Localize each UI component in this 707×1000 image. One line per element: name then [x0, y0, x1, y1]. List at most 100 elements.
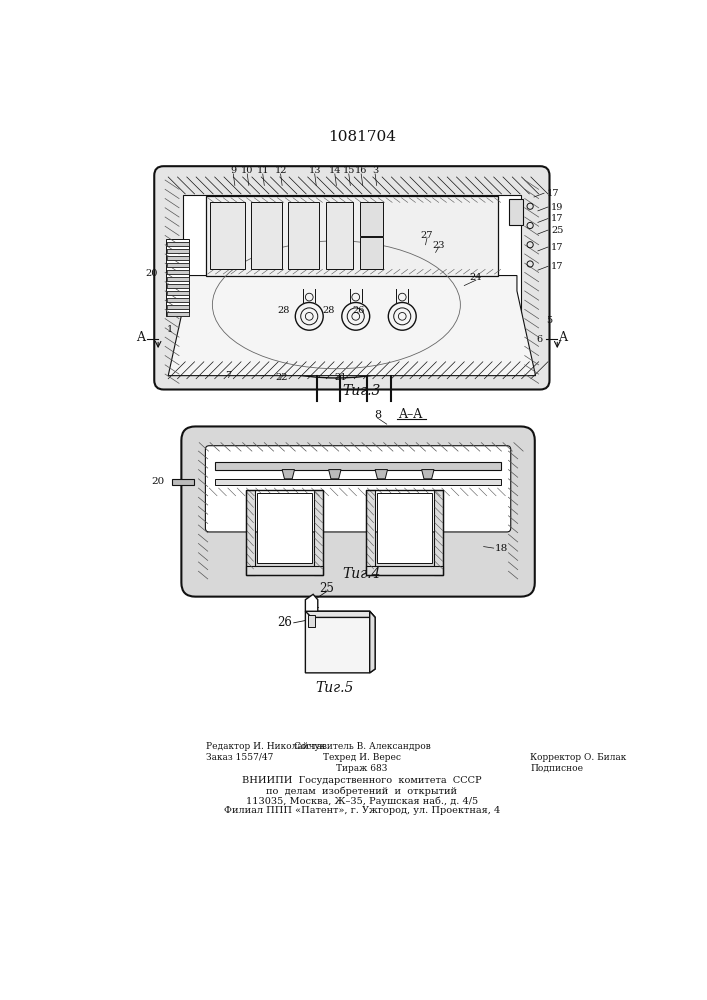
- Bar: [168, 312, 189, 316]
- Bar: [246, 490, 255, 575]
- Text: ВНИИПИ  Государственного  комитета  СССР: ВНИИПИ Государственного комитета СССР: [242, 776, 481, 785]
- Text: A: A: [136, 331, 146, 344]
- Text: A: A: [558, 331, 567, 344]
- Bar: [360, 237, 383, 269]
- Ellipse shape: [201, 232, 472, 378]
- Bar: [168, 256, 189, 260]
- Text: 15: 15: [343, 166, 355, 175]
- Bar: [168, 305, 189, 309]
- Text: 27: 27: [421, 231, 433, 240]
- Bar: [251, 202, 282, 269]
- Text: 17: 17: [551, 262, 563, 271]
- Text: по  делам  изобретений  и  открытий: по делам изобретений и открытий: [267, 786, 457, 796]
- Text: 22: 22: [276, 373, 288, 382]
- Text: 28: 28: [322, 306, 335, 315]
- Text: 23: 23: [433, 241, 445, 250]
- Polygon shape: [421, 470, 434, 479]
- Text: 17: 17: [547, 189, 560, 198]
- Text: Тираж 683: Тираж 683: [337, 764, 387, 773]
- Text: 113035, Москва, Ж–35, Раушская наб., д. 4/5: 113035, Москва, Ж–35, Раушская наб., д. …: [246, 796, 478, 806]
- Text: Составитель В. Александров: Составитель В. Александров: [293, 742, 431, 751]
- Bar: [210, 202, 245, 269]
- Bar: [215, 479, 501, 485]
- Text: 10: 10: [241, 166, 253, 175]
- Text: 17: 17: [551, 243, 563, 252]
- Text: 9: 9: [230, 166, 236, 175]
- Text: 7: 7: [225, 371, 231, 380]
- FancyBboxPatch shape: [206, 446, 510, 532]
- Text: 25: 25: [551, 226, 563, 235]
- Bar: [509, 199, 523, 225]
- Bar: [206, 196, 498, 276]
- Text: 28: 28: [277, 306, 290, 315]
- Bar: [366, 490, 443, 575]
- Polygon shape: [282, 470, 295, 479]
- Bar: [257, 493, 312, 563]
- Bar: [172, 479, 194, 485]
- Text: 3: 3: [372, 166, 378, 175]
- Bar: [168, 284, 189, 288]
- Text: Τиг.4: Τиг.4: [343, 567, 381, 581]
- Text: 26: 26: [277, 616, 292, 629]
- Text: 6: 6: [537, 335, 542, 344]
- Text: 11: 11: [257, 166, 269, 175]
- Bar: [246, 566, 323, 575]
- Bar: [168, 270, 189, 274]
- Bar: [168, 242, 189, 246]
- Bar: [434, 490, 443, 575]
- Text: Τиг.5: Τиг.5: [315, 681, 354, 695]
- Bar: [168, 291, 189, 295]
- Polygon shape: [305, 611, 375, 673]
- Bar: [215, 462, 501, 470]
- Text: 8: 8: [374, 410, 381, 420]
- Bar: [366, 566, 443, 575]
- Bar: [360, 202, 383, 235]
- Text: 16: 16: [355, 166, 368, 175]
- Text: 1081704: 1081704: [328, 130, 396, 144]
- Bar: [168, 249, 189, 253]
- Polygon shape: [378, 494, 432, 562]
- Polygon shape: [305, 594, 317, 611]
- Text: 21: 21: [334, 373, 346, 382]
- Text: 14: 14: [329, 166, 341, 175]
- Text: 17: 17: [551, 214, 563, 223]
- Text: Техред И. Верес: Техред И. Верес: [323, 753, 401, 762]
- Text: 24: 24: [469, 273, 482, 282]
- Bar: [288, 202, 320, 269]
- Polygon shape: [168, 276, 535, 376]
- Bar: [366, 490, 375, 575]
- Text: 20: 20: [151, 477, 165, 486]
- FancyBboxPatch shape: [154, 166, 549, 389]
- Bar: [314, 490, 323, 575]
- FancyBboxPatch shape: [182, 426, 534, 597]
- Bar: [168, 277, 189, 281]
- Bar: [325, 202, 353, 269]
- Polygon shape: [305, 611, 375, 617]
- Text: 26: 26: [352, 306, 364, 315]
- Text: Корректор О. Билак: Корректор О. Билак: [530, 753, 626, 762]
- Text: 12: 12: [274, 166, 287, 175]
- Text: Τиг.3: Τиг.3: [343, 384, 381, 398]
- Bar: [168, 263, 189, 267]
- Text: 13: 13: [308, 166, 321, 175]
- Text: A–A: A–A: [398, 408, 422, 421]
- Bar: [183, 195, 521, 361]
- Bar: [246, 490, 323, 575]
- Polygon shape: [257, 494, 312, 562]
- Bar: [168, 298, 189, 302]
- Text: Филиал ППП «Патент», г. Ужгород, ул. Проектная, 4: Филиал ППП «Патент», г. Ужгород, ул. Про…: [224, 806, 500, 815]
- Polygon shape: [329, 470, 341, 479]
- Text: 18: 18: [495, 544, 508, 553]
- Text: 25: 25: [320, 582, 334, 595]
- Text: 1: 1: [167, 325, 173, 334]
- Text: Заказ 1557/47: Заказ 1557/47: [206, 753, 274, 762]
- Bar: [308, 615, 315, 627]
- Text: Редактор И. Николайчук: Редактор И. Николайчук: [206, 742, 325, 751]
- Polygon shape: [370, 611, 375, 673]
- Text: 20: 20: [146, 269, 158, 278]
- Text: 5: 5: [547, 316, 553, 325]
- Bar: [377, 493, 433, 563]
- Text: Подписное: Подписное: [530, 764, 583, 773]
- Bar: [166, 239, 189, 316]
- Polygon shape: [375, 470, 387, 479]
